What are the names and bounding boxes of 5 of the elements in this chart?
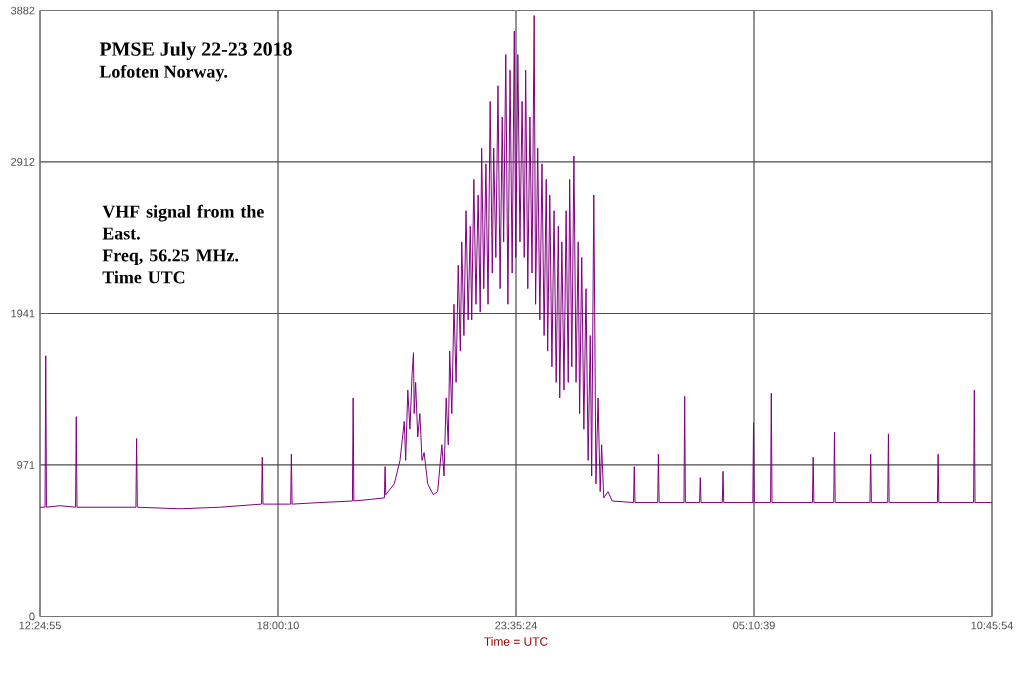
annotation: VHF signal from the East. [102, 204, 264, 240]
text: PMSE July 22-23 2018 [99, 41, 292, 60]
text: Lofoten Norway. [99, 64, 228, 82]
annotation: Time UTC [102, 270, 185, 284]
annotation: Freq, 56.25 MHz. [102, 249, 239, 265]
